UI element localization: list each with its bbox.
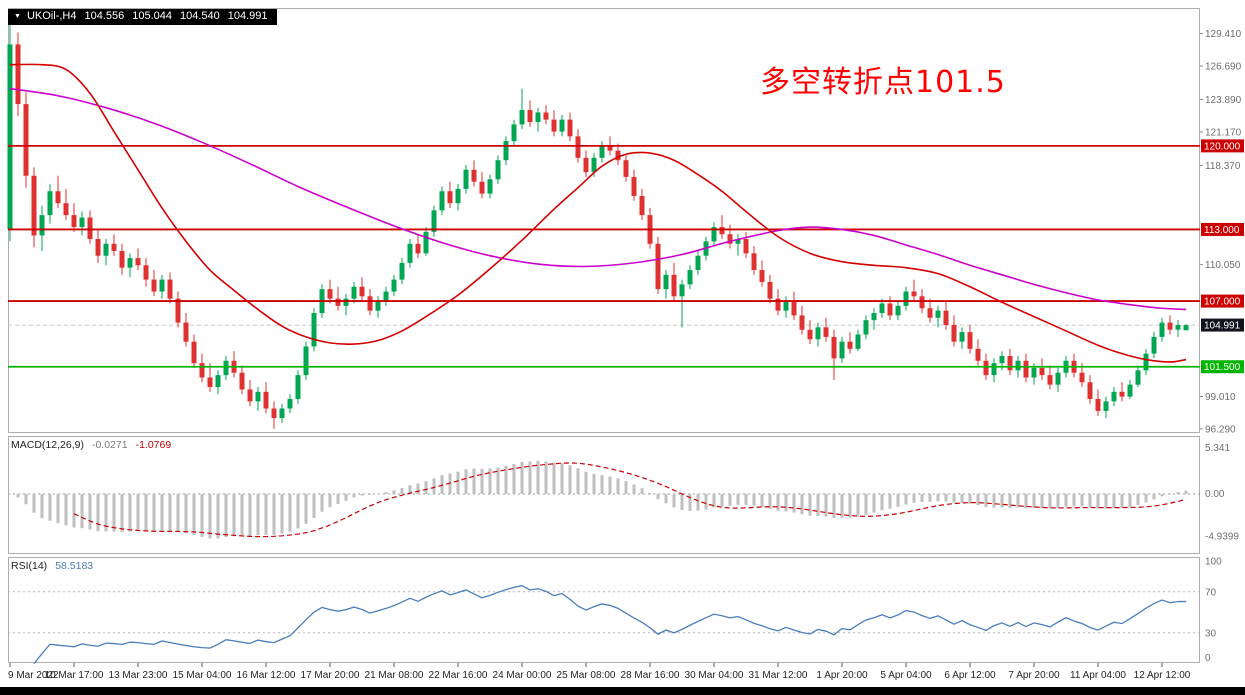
- price-level-label: [1201, 360, 1244, 374]
- time-axis-label: 11 Apr 04:00: [1070, 670, 1126, 681]
- macd-tick-label: 0.00: [1205, 489, 1225, 500]
- price-tick-label: 96.290: [1205, 424, 1236, 435]
- close-value: 104.991: [227, 10, 268, 22]
- collapse-arrow-icon[interactable]: ▼: [14, 13, 21, 20]
- time-axis-label: 7 Apr 20:00: [1008, 670, 1060, 681]
- time-axis-label: 12 Apr 12:00: [1134, 670, 1191, 681]
- svg-text:107.000: 107.000: [1204, 297, 1241, 308]
- time-axis-label: 31 Mar 12:00: [749, 670, 808, 681]
- macd-signal-line: [73, 462, 1187, 538]
- time-axis-label: 1 Apr 20:00: [816, 670, 868, 681]
- time-axis-label: 25 Mar 08:00: [557, 670, 616, 681]
- price-tick-label: 110.050: [1205, 260, 1241, 271]
- price-tick-label: 118.370: [1205, 161, 1241, 172]
- rsi-tick-label: 70: [1205, 587, 1217, 598]
- low-value: 104.540: [179, 10, 220, 22]
- bottom-bar: [0, 687, 1245, 695]
- panel-border: [8, 8, 1200, 433]
- svg-text:120.000: 120.000: [1204, 141, 1241, 152]
- price-level-label: [1201, 222, 1244, 236]
- macd-tick-label: -4.9399: [1205, 532, 1239, 543]
- price-level-label: [1201, 318, 1244, 332]
- macd-signal-value: -1.0769: [135, 439, 172, 451]
- symbol-timeframe-label: UKOil-,H4: [26, 10, 77, 22]
- rsi-value: 58.5183: [55, 560, 94, 572]
- panel-border: [8, 557, 1200, 663]
- macd-indicator-label: MACD(12,26,9) -0.0271 -1.0769: [11, 439, 171, 451]
- time-axis-label: 24 Mar 00:00: [493, 670, 552, 681]
- price-tick-label: 126.690: [1205, 62, 1242, 73]
- time-axis-label: 10 Mar 17:00: [45, 670, 104, 681]
- svg-text:104.991: 104.991: [1204, 321, 1241, 332]
- time-axis-label: 6 Apr 12:00: [944, 670, 996, 681]
- symbol-ohlc-box[interactable]: ▼ UKOil-,H4 104.556 105.044 104.540 104.…: [8, 9, 277, 25]
- price-tick-label: 99.010: [1205, 392, 1236, 403]
- time-axis-label: 21 Mar 08:00: [365, 670, 424, 681]
- time-axis-label: 13 Mar 23:00: [109, 670, 168, 681]
- rsi-line: [33, 585, 1187, 664]
- time-axis-label: 5 Apr 04:00: [880, 670, 932, 681]
- time-axis-label: 22 Mar 16:00: [429, 670, 488, 681]
- rsi-name: RSI(14): [11, 560, 48, 572]
- panel-border: [8, 436, 1200, 554]
- high-value: 105.044: [132, 10, 172, 22]
- rsi-tick-label: 0: [1205, 653, 1211, 664]
- price-axis[interactable]: 129.410 126.690 123.890 121.170 118.370 110.0…: [1200, 29, 1244, 664]
- price-level-label: [1201, 294, 1244, 308]
- macd-name: MACD(12,26,9): [11, 439, 84, 451]
- time-axis-label: 16 Mar 12:00: [237, 670, 296, 681]
- time-axis-label: 17 Mar 20:00: [301, 670, 360, 681]
- open-value: 104.556: [84, 10, 125, 22]
- svg-text:113.000: 113.000: [1204, 225, 1240, 236]
- time-axis-label: 9 Mar 2022: [8, 670, 59, 681]
- price-tick-label: 129.410: [1205, 29, 1242, 40]
- rsi-tick-label: 100: [1205, 557, 1222, 568]
- time-axis-label: 28 Mar 16:00: [621, 670, 680, 681]
- price-tick-label: 123.890: [1205, 95, 1242, 106]
- rsi-indicator-label: RSI(14) 58.5183: [11, 560, 93, 572]
- price-level-label: [1201, 139, 1244, 153]
- slow-ma-line: [9, 87, 1187, 311]
- price-tick-label: 121.170: [1205, 127, 1242, 138]
- macd-main-value: -0.0271: [91, 439, 128, 451]
- macd-tick-label: 5.341: [1205, 443, 1230, 454]
- rsi-tick-label: 30: [1205, 628, 1217, 639]
- chart-annotation-text: 多空转折点101.5: [760, 65, 1006, 100]
- macd-histogram: [8, 460, 1188, 539]
- svg-text:101.500: 101.500: [1204, 362, 1241, 373]
- fast-ma-line: [9, 63, 1187, 363]
- time-axis-label: 30 Mar 04:00: [685, 670, 744, 681]
- time-axis-label: 15 Mar 04:00: [173, 670, 232, 681]
